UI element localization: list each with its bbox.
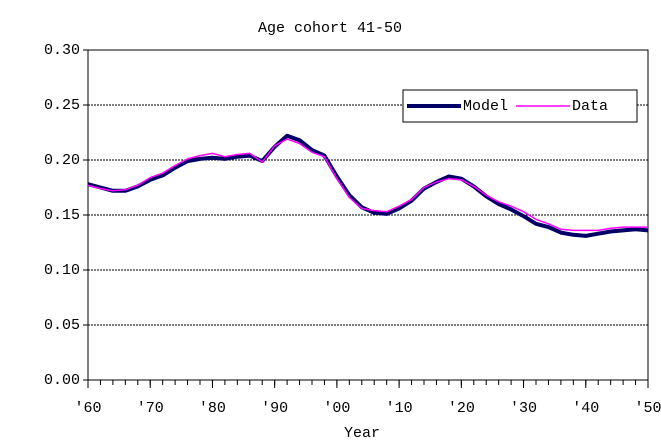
y-tick-label: 0.10 — [44, 262, 80, 279]
legend: Model Data — [402, 89, 638, 123]
x-tick-label: '40 — [572, 400, 599, 417]
x-tick-label: '60 — [74, 400, 101, 417]
x-tick-label: '30 — [510, 400, 537, 417]
y-tick-label: 0.00 — [44, 372, 80, 389]
x-tick-label: '50 — [634, 400, 661, 417]
x-tick-label: '10 — [386, 400, 413, 417]
x-tick-label: '70 — [137, 400, 164, 417]
y-tick-label: 0.30 — [44, 42, 80, 59]
y-tick-label: 0.25 — [44, 97, 80, 114]
y-tick-label: 0.05 — [44, 317, 80, 334]
series-line — [87, 138, 648, 232]
x-tick-label: '80 — [199, 400, 226, 417]
legend-label: Data — [572, 98, 608, 115]
x-tick-label: '90 — [261, 400, 288, 417]
legend-label: Model — [463, 98, 508, 115]
y-tick-label: 0.20 — [44, 152, 80, 169]
x-tick-label: '20 — [448, 400, 475, 417]
chart-title: Age cohort 41-50 — [258, 20, 402, 37]
y-tick-label: 0.15 — [44, 207, 80, 224]
series-line — [87, 133, 649, 238]
x-tick-label: '00 — [323, 400, 350, 417]
x-axis-label: Year — [344, 425, 380, 442]
